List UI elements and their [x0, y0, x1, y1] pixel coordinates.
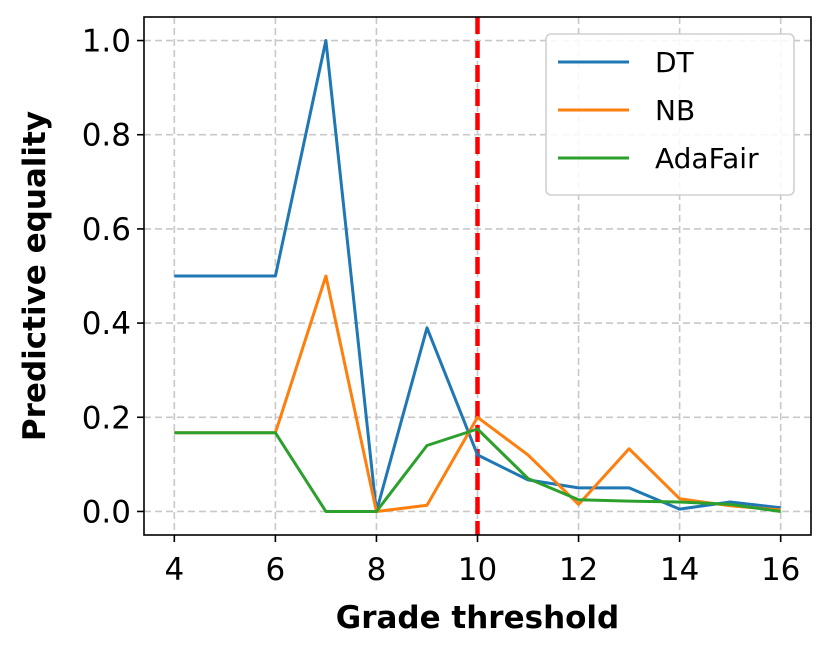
legend-label-adafair: AdaFair — [655, 142, 759, 175]
x-tick-label: 12 — [559, 552, 598, 588]
legend: DT NB AdaFair — [545, 33, 795, 196]
x-tick-label: 4 — [164, 552, 184, 588]
x-tick-label: 10 — [458, 552, 497, 588]
x-tick-label: 6 — [266, 552, 286, 588]
x-axis-title: Grade threshold — [336, 600, 620, 636]
legend-label-nb: NB — [655, 94, 695, 127]
y-tick-label: 0.0 — [82, 494, 131, 530]
x-tick-label: 16 — [761, 552, 800, 588]
series-line-adafair — [174, 427, 781, 513]
legend-box — [545, 33, 795, 196]
y-axis-title: Predictive equality — [17, 111, 53, 441]
y-tick-label: 0.6 — [82, 212, 131, 248]
legend-label-dt: DT — [655, 46, 695, 79]
series-line-dt — [174, 39, 781, 513]
y-tick-label: 0.4 — [82, 306, 131, 342]
y-tick-label: 0.2 — [82, 400, 131, 436]
y-tick-label: 1.0 — [82, 24, 131, 60]
y-tick-label: 0.8 — [82, 118, 131, 154]
axis-ticks: 4 6 8 10 12 14 16 0.0 0.2 0.4 0.6 0.8 1.0 — [82, 24, 801, 588]
x-tick-label: 8 — [367, 552, 387, 588]
series-layer — [174, 39, 781, 513]
x-tick-label: 14 — [660, 552, 699, 588]
